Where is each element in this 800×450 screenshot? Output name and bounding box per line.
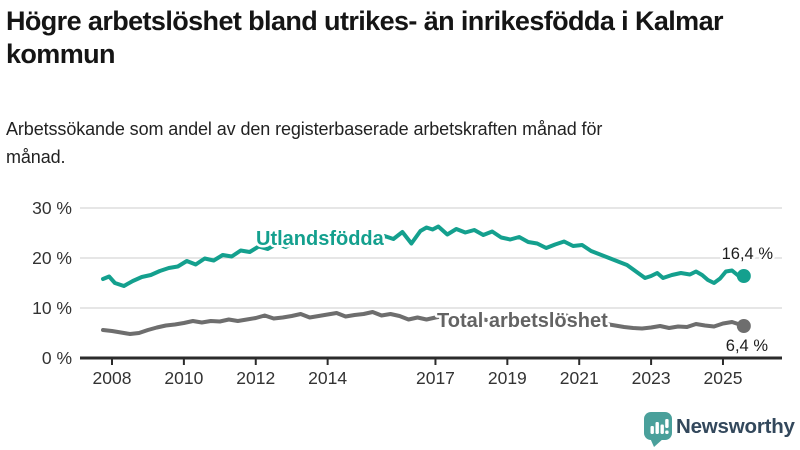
x-tick-label: 2012 [236, 368, 275, 388]
x-tick-label: 2017 [416, 368, 455, 388]
x-tick-label: 2025 [704, 368, 743, 388]
chart-subtitle: Arbetssökande som andel av den registerb… [6, 119, 603, 167]
series-end-dot-utlandsfodda [736, 269, 751, 283]
y-tick-label: 10 % [32, 298, 72, 318]
x-tick-label: 2010 [164, 368, 203, 388]
x-tick-label: 2019 [488, 368, 527, 388]
newsworthy-logo-icon [644, 412, 672, 447]
series-line-utlandsfodda [101, 224, 746, 288]
x-tick-label: 2014 [308, 368, 347, 388]
newsworthy-logo-text: Newsworthy [676, 415, 795, 438]
series-end-dot-total-arbetsloshet [736, 319, 751, 333]
series-line-total-arbetsloshet [101, 310, 746, 336]
series-label-total-arbetsloshet: Total arbetslöshet [437, 310, 608, 332]
x-tick-label: 2008 [93, 368, 132, 388]
y-tick-label: 20 % [32, 248, 72, 268]
y-tick-label: 30 % [32, 198, 72, 218]
x-tick-label: 2021 [560, 368, 599, 388]
series-label-utlandsfodda: Utlandsfödda [256, 228, 385, 250]
chart-title: Högre arbetslöshet bland utrikes- än inr… [6, 6, 723, 70]
x-tick-label: 2023 [632, 368, 671, 388]
y-tick-label: 0 % [42, 348, 72, 368]
end-value-label-utlandsfodda: 16,4 % [722, 245, 774, 263]
end-value-label-total-arbetsloshet: 6,4 % [726, 337, 769, 355]
